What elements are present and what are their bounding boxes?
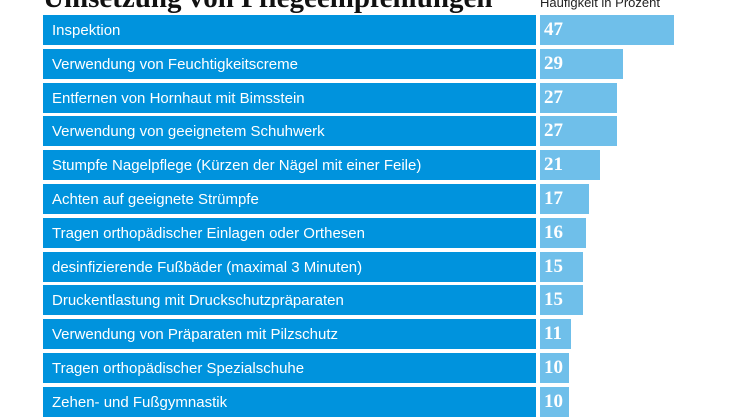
category-label: Druckentlastung mit Druckschutzpräparate… — [43, 285, 536, 316]
category-label: Entfernen von Hornhaut mit Bimsstein — [43, 82, 536, 113]
value-bar: 17 — [540, 184, 589, 214]
category-label: Verwendung von Präparaten mit Pilzschutz — [43, 319, 536, 350]
chart-title: Umsetzung von Pflegeempfehlungen — [43, 0, 492, 15]
category-label: desinfizierende Fußbäder (maximal 3 Minu… — [43, 251, 536, 282]
value-bar: 27 — [540, 116, 618, 147]
value-bar: 27 — [540, 82, 618, 113]
value-bar: 10 — [540, 353, 569, 383]
category-label: Tragen orthopädischer Spezialschuhe — [43, 353, 536, 383]
value-bar: 15 — [540, 251, 583, 282]
category-label: Stumpfe Nagelpflege (Kürzen der Nägel mi… — [43, 150, 536, 181]
value-bar: 11 — [540, 319, 572, 350]
category-label: Achten auf geeignete Strümpfe — [43, 184, 536, 214]
value-axis-label: Häufigkeit in Prozent — [540, 0, 660, 10]
category-label: Tragen orthopädischer Einlagen oder Orth… — [43, 217, 536, 248]
category-label: Verwendung von geeignetem Schuhwerk — [43, 116, 536, 147]
value-bar: 29 — [540, 48, 623, 79]
category-label: Zehen- und Fußgymnastik — [43, 386, 536, 417]
value-bar: 21 — [540, 150, 601, 181]
value-bar: 16 — [540, 217, 586, 248]
category-label: Inspektion — [43, 15, 536, 45]
value-bar: 15 — [540, 285, 583, 316]
value-bar: 10 — [540, 386, 569, 417]
category-label: Verwendung von Feuchtigkeitscreme — [43, 48, 536, 79]
value-bar: 47 — [540, 15, 675, 45]
